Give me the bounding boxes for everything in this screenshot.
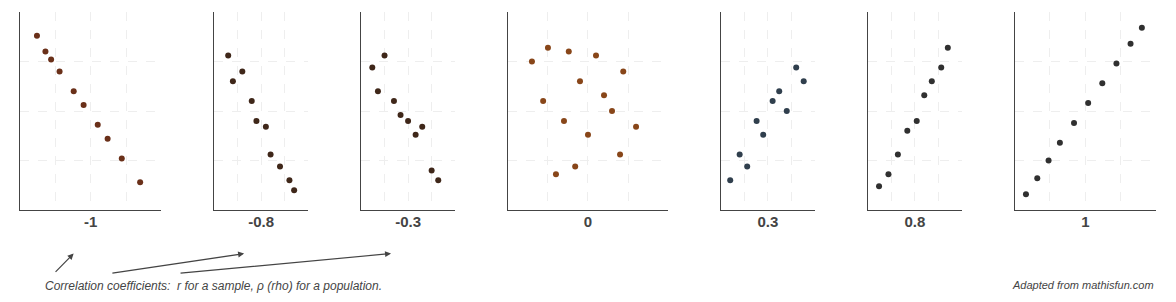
svg-text:-0.3: -0.3 (395, 213, 421, 230)
svg-text:0: 0 (584, 213, 592, 230)
svg-text:1: 1 (1081, 213, 1089, 230)
svg-text:-0.8: -0.8 (248, 213, 274, 230)
svg-text:0.8: 0.8 (904, 213, 925, 230)
svg-text:0.3: 0.3 (757, 213, 778, 230)
svg-text:Correlation coefficients: r f: Correlation coefficients: r for a sample… (45, 279, 382, 293)
svg-text:-1: -1 (84, 213, 97, 230)
svg-text:Adapted from mathisfun.com: Adapted from mathisfun.com (1012, 279, 1154, 291)
